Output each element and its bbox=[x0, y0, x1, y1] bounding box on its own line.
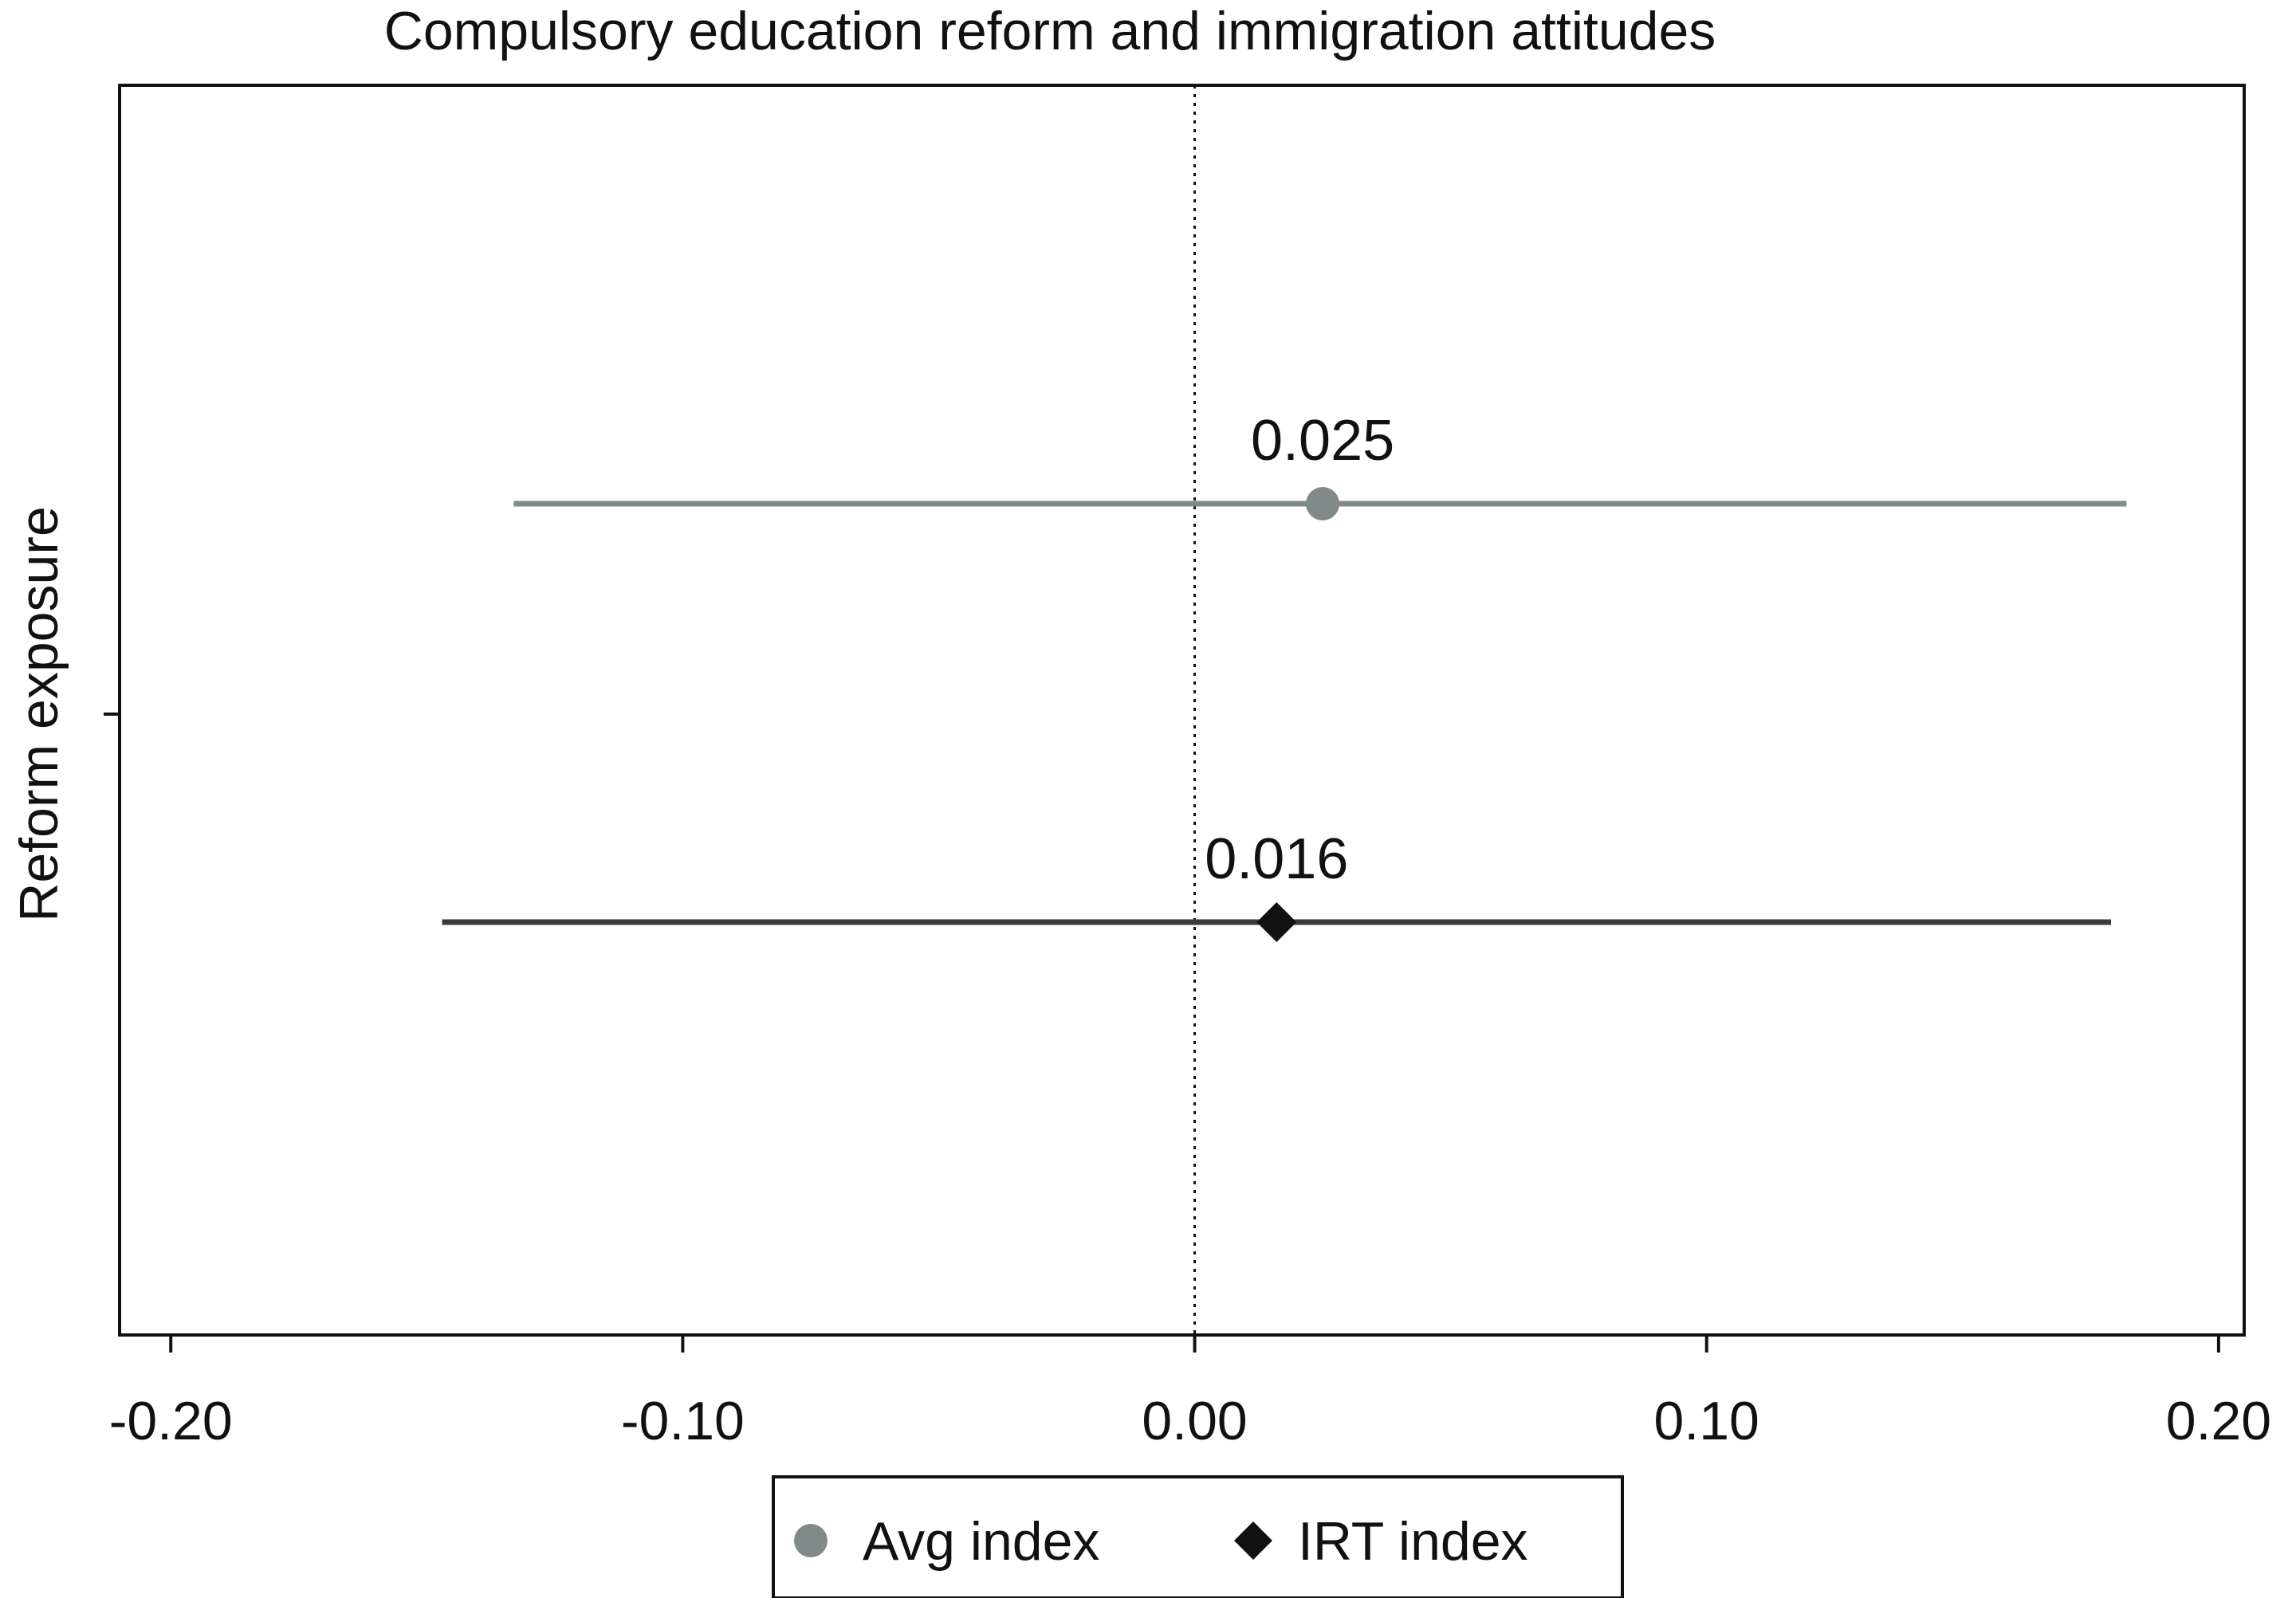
x-tick-label: 0.10 bbox=[1654, 1391, 1759, 1451]
y-axis-label: Reform exposure bbox=[9, 506, 69, 922]
x-tick-label: 0.20 bbox=[2166, 1391, 2271, 1451]
legend: Avg index IRT index bbox=[772, 1475, 1624, 1598]
legend-label-irt-index: IRT index bbox=[1298, 1511, 1528, 1572]
x-tick-label: -0.20 bbox=[109, 1391, 233, 1451]
legend-marker-avg-index bbox=[794, 1524, 828, 1557]
chart-title: Compulsory education reform and immigrat… bbox=[384, 1, 1716, 61]
point-estimate-irt-index bbox=[1256, 902, 1297, 942]
legend-label-avg-index: Avg index bbox=[863, 1511, 1099, 1572]
x-axis-ticks: -0.20 -0.10 0.00 0.10 0.20 bbox=[109, 1335, 2271, 1451]
legend-box bbox=[772, 1475, 1624, 1598]
value-label: 0.025 bbox=[1251, 409, 1394, 473]
value-label: 0.016 bbox=[1205, 827, 1348, 891]
x-tick-label: 0.00 bbox=[1142, 1391, 1247, 1451]
legend-marker-irt-index bbox=[1234, 1521, 1272, 1560]
series-layer: 0.025 0.016 bbox=[442, 409, 2127, 942]
plot-frame bbox=[118, 84, 2246, 1337]
x-tick-label: -0.10 bbox=[621, 1391, 745, 1451]
point-estimate-avg-index bbox=[1306, 487, 1340, 520]
